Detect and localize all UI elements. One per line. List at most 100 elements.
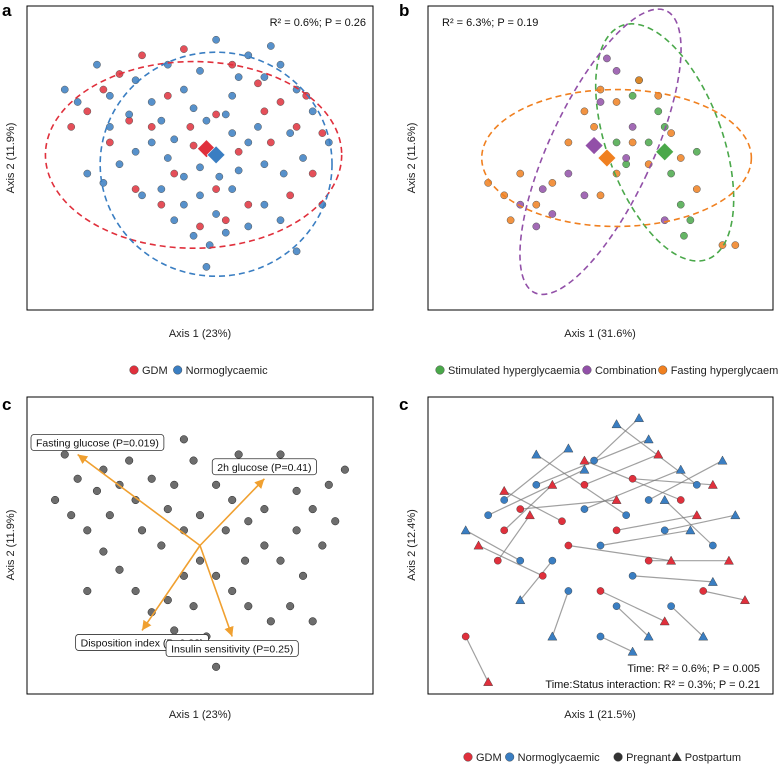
pair-link (703, 590, 746, 601)
vector-label-box (211, 458, 317, 476)
fasting-hyperglycaemia-legend-label: Fasting hyperglycaemia (671, 365, 778, 377)
pair-link (584, 453, 659, 486)
normoglycaemic-point (228, 129, 237, 137)
fasting-hyperglycaemia-legend-marker (658, 365, 668, 375)
gdm-legend-label: GDM (142, 365, 168, 377)
normoglycaemic-point (244, 222, 253, 231)
fasting-hyperglycaemia-point (635, 76, 643, 85)
pair-link (503, 490, 563, 522)
sample-point (51, 495, 60, 505)
panel-letter-a: a (2, 1, 12, 20)
normoglycaemic-point (60, 85, 69, 94)
gdm-pregnant-point (676, 496, 685, 504)
normoglycaemic-point (180, 85, 188, 94)
sample-point (67, 511, 76, 520)
gdm-point (234, 147, 243, 156)
normoglycaemic-point (234, 166, 243, 175)
gdm-point (212, 185, 220, 193)
panel-a-frame (26, 5, 374, 311)
vector-arrow (141, 545, 201, 631)
sample-point (244, 517, 253, 526)
gdm-postpartum-point (524, 510, 535, 520)
normoglycaemic-point (189, 231, 198, 240)
normoglycaemic-postpartum-point (547, 631, 558, 641)
fasting-hyperglycaemia-point (590, 123, 598, 131)
fasting-hyperglycaemia-point (596, 191, 605, 200)
normoglycaemic-point (83, 169, 92, 178)
postpartum-legend-label: Postpartum (685, 752, 741, 764)
sample-point (286, 602, 295, 611)
normoglycaemic-point (260, 73, 269, 81)
gdm-pregnant-point (580, 481, 589, 489)
panel-b-stat: R² = 6.3%; P = 0.19 (442, 17, 538, 29)
gdm-point (318, 129, 327, 137)
gdm-postpartum-point (666, 555, 677, 565)
combination-point (564, 169, 573, 178)
normoglycaemic-point (170, 216, 179, 225)
pair-link (487, 469, 585, 516)
normoglycaemic-point (125, 110, 134, 119)
sample-point (340, 465, 349, 474)
gdm-pregnant-point (612, 526, 621, 535)
panel-c-left-frame (26, 396, 374, 695)
normoglycaemic-pregnant-point (590, 456, 598, 465)
panel-letter-c-right: c (399, 395, 408, 414)
gdm-pregnant-point (596, 587, 605, 595)
gdm-pregnant-point (500, 526, 509, 535)
gdm-point (254, 79, 262, 88)
panel-c-right-stat-interaction: Time:Status interaction: R² = 0.3%; P = … (545, 679, 760, 691)
normoglycaemic-point (131, 76, 140, 85)
panel-c-left-plot: Fasting glucose (P=0.019) 2h glucose (P=0… (30, 434, 349, 671)
stimulated-hyperglycaemia-centroid (655, 142, 675, 162)
panel-a-stat: R² = 0.6%; P = 0.26 (270, 17, 366, 29)
pair-link (584, 469, 681, 510)
fasting-hyperglycaemia-ellipse (480, 88, 753, 228)
gdm-legend-marker (129, 365, 139, 375)
normoglycaemic-point (196, 67, 204, 75)
sample-point (170, 480, 179, 489)
normoglycaemic-point (276, 216, 285, 225)
normoglycaemic-postpartum-point (685, 525, 696, 535)
gdm-point (105, 138, 114, 147)
pair-link (632, 575, 713, 583)
combination-point (580, 191, 589, 200)
fasting-hyperglycaemia-point (516, 169, 525, 178)
stimulated-hyperglycaemia-point (667, 169, 675, 178)
vector-arrow (199, 478, 265, 547)
gdm-postpartum-point (740, 595, 750, 604)
stimulated-hyperglycaemia-point (686, 216, 695, 225)
gdm-point (83, 107, 92, 116)
normoglycaemic-point (292, 247, 301, 256)
normoglycaemic-point (279, 169, 288, 178)
vector-label-box (30, 434, 165, 451)
normoglycaemic-point (212, 35, 220, 44)
pair-link (600, 590, 665, 622)
pair-link (600, 529, 691, 547)
pregnant-legend-marker (613, 752, 623, 762)
normoglycaemic-pregnant-point (532, 481, 541, 489)
sample-point (276, 450, 285, 459)
gdm-point (99, 85, 108, 94)
normoglycaemic-postpartum-point (563, 443, 574, 453)
stimulated-hyperglycaemia-point (692, 147, 701, 156)
gdm-pregnant-point (644, 556, 653, 565)
gdm-point (244, 200, 253, 209)
panel-c-right-xlabel: Axis 1 (21.5%) (564, 709, 636, 721)
sample-point (260, 505, 269, 514)
gdm-point (163, 91, 172, 100)
gdm-pregnant-point (558, 517, 566, 526)
normoglycaemic-pregnant-point (628, 572, 637, 580)
sample-point (73, 474, 82, 483)
panel-b: b R² = 6.3%; P = 0.19 Axis 1 (31.6%) Axi… (399, 1, 778, 377)
pair-link (648, 460, 723, 501)
stimulated-hyperglycaemia-point (676, 200, 685, 209)
vector-label: Insulin sensitivity (P=0.25) (171, 644, 293, 656)
normoglycaemic-point (157, 116, 166, 125)
normoglycaemic-point (138, 191, 146, 200)
gdm-point (157, 200, 166, 209)
normoglycaemic-pregnant-point (644, 496, 653, 504)
sample-point (170, 626, 179, 635)
normoglycaemic-postpartum-point (531, 449, 542, 459)
sample-point (83, 526, 92, 535)
gdm-point (266, 138, 275, 147)
